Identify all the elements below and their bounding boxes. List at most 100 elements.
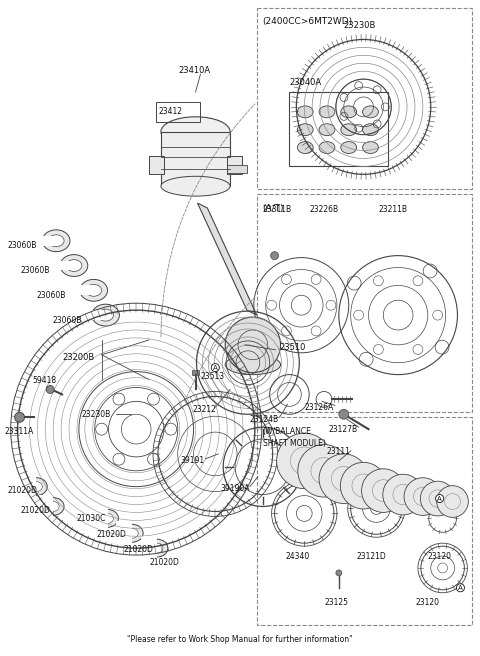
Text: 23410A: 23410A bbox=[179, 66, 211, 75]
Text: 21020D: 21020D bbox=[8, 486, 37, 495]
Bar bbox=[117, 522, 132, 545]
Bar bbox=[72, 285, 94, 295]
Text: 23412: 23412 bbox=[159, 108, 183, 116]
Circle shape bbox=[336, 570, 342, 576]
Ellipse shape bbox=[297, 124, 313, 136]
Circle shape bbox=[225, 317, 280, 373]
Text: 23513: 23513 bbox=[201, 372, 225, 381]
Ellipse shape bbox=[121, 524, 143, 542]
Bar bbox=[257, 417, 472, 625]
Bar bbox=[192, 369, 200, 375]
Ellipse shape bbox=[297, 106, 313, 118]
Bar bbox=[227, 165, 247, 173]
Text: "Please refer to Work Shop Manual for further information": "Please refer to Work Shop Manual for fu… bbox=[127, 635, 353, 644]
Circle shape bbox=[298, 445, 350, 497]
Text: 23120: 23120 bbox=[416, 598, 440, 607]
Text: 39190A: 39190A bbox=[220, 484, 250, 493]
Text: A: A bbox=[458, 584, 463, 591]
Bar bbox=[257, 194, 472, 412]
Bar bbox=[161, 132, 230, 186]
Text: 23060B: 23060B bbox=[21, 266, 50, 275]
Ellipse shape bbox=[66, 260, 82, 272]
Text: 23040A: 23040A bbox=[289, 77, 322, 87]
Text: 21030C: 21030C bbox=[77, 514, 106, 523]
Text: (A/T): (A/T) bbox=[263, 203, 284, 213]
Ellipse shape bbox=[86, 284, 102, 297]
Text: A: A bbox=[437, 495, 442, 502]
Bar bbox=[289, 92, 388, 167]
Ellipse shape bbox=[96, 510, 119, 527]
Bar bbox=[227, 157, 242, 174]
Bar bbox=[156, 102, 201, 122]
Circle shape bbox=[319, 454, 369, 504]
Text: 21020D: 21020D bbox=[149, 558, 179, 567]
Text: 23125: 23125 bbox=[324, 598, 348, 607]
Ellipse shape bbox=[151, 543, 163, 553]
Circle shape bbox=[404, 478, 442, 516]
Circle shape bbox=[437, 485, 468, 518]
Circle shape bbox=[14, 412, 24, 422]
Text: 23212: 23212 bbox=[192, 405, 216, 414]
Text: A: A bbox=[213, 365, 217, 371]
Polygon shape bbox=[197, 203, 257, 315]
Ellipse shape bbox=[362, 142, 378, 154]
Text: 23111: 23111 bbox=[327, 447, 351, 457]
Bar bbox=[149, 157, 164, 174]
Text: 23121D: 23121D bbox=[357, 552, 386, 561]
Ellipse shape bbox=[102, 514, 113, 523]
Text: 23060B: 23060B bbox=[8, 241, 37, 250]
Ellipse shape bbox=[42, 230, 70, 252]
Ellipse shape bbox=[80, 279, 108, 301]
Text: 23226B: 23226B bbox=[309, 205, 338, 213]
Bar bbox=[21, 475, 36, 499]
Ellipse shape bbox=[47, 502, 59, 512]
Ellipse shape bbox=[362, 124, 378, 136]
Text: 23120: 23120 bbox=[428, 552, 452, 561]
Text: 23127B: 23127B bbox=[329, 424, 358, 434]
Ellipse shape bbox=[341, 124, 357, 136]
Text: 23510: 23510 bbox=[279, 343, 306, 352]
Text: 24340: 24340 bbox=[286, 552, 310, 561]
Bar bbox=[92, 506, 108, 530]
Circle shape bbox=[340, 462, 387, 509]
Ellipse shape bbox=[225, 355, 280, 375]
Ellipse shape bbox=[146, 539, 168, 557]
Text: 59418: 59418 bbox=[33, 376, 57, 385]
Text: 21020D: 21020D bbox=[21, 506, 50, 515]
Ellipse shape bbox=[362, 106, 378, 118]
Text: 23230B: 23230B bbox=[344, 21, 376, 30]
Ellipse shape bbox=[92, 304, 120, 326]
Circle shape bbox=[339, 409, 349, 419]
Circle shape bbox=[361, 469, 405, 512]
Ellipse shape bbox=[297, 142, 313, 154]
Ellipse shape bbox=[341, 106, 357, 118]
Text: 23230B: 23230B bbox=[82, 410, 111, 419]
Ellipse shape bbox=[97, 309, 113, 321]
Text: (W/BALANCE: (W/BALANCE bbox=[263, 426, 312, 436]
Ellipse shape bbox=[341, 142, 357, 154]
Bar bbox=[84, 310, 106, 320]
Text: 23200B: 23200B bbox=[62, 353, 95, 362]
Circle shape bbox=[46, 386, 54, 394]
Ellipse shape bbox=[319, 124, 335, 136]
Circle shape bbox=[383, 474, 423, 515]
Bar bbox=[257, 8, 472, 189]
Ellipse shape bbox=[48, 235, 64, 247]
Bar bbox=[37, 495, 53, 518]
Ellipse shape bbox=[25, 478, 47, 495]
Text: 23060B: 23060B bbox=[36, 291, 66, 300]
Ellipse shape bbox=[42, 497, 64, 516]
Ellipse shape bbox=[319, 106, 335, 118]
Ellipse shape bbox=[161, 176, 230, 196]
Text: 23311B: 23311B bbox=[263, 205, 292, 213]
Circle shape bbox=[276, 433, 332, 489]
Bar bbox=[141, 536, 157, 560]
Ellipse shape bbox=[319, 142, 335, 154]
Ellipse shape bbox=[60, 255, 88, 276]
Text: SHAFT MODULE): SHAFT MODULE) bbox=[263, 438, 325, 447]
Text: 21020D: 21020D bbox=[123, 544, 153, 554]
Text: (2400CC>6MT2WD): (2400CC>6MT2WD) bbox=[263, 17, 353, 26]
Text: 23126A: 23126A bbox=[304, 403, 334, 412]
Bar bbox=[52, 260, 74, 270]
Circle shape bbox=[420, 482, 455, 516]
